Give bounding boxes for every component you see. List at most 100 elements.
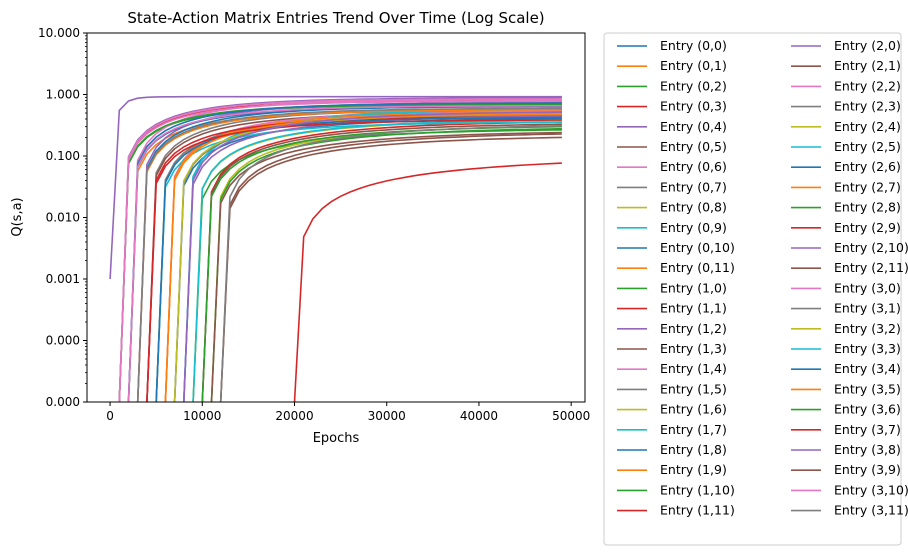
series-line	[146, 119, 562, 403]
legend-label: Entry (0,6)	[660, 159, 727, 174]
series-line	[164, 111, 562, 403]
y-axis-ticks: 0.000 0.000 0.001 0.010 0.100 1.000 10.000	[38, 26, 87, 409]
legend-label: Entry (3,6)	[834, 402, 901, 417]
legend-label: Entry (1,3)	[660, 341, 727, 356]
series-line	[183, 107, 562, 403]
y-axis-label: Q(s,a)	[10, 197, 25, 236]
x-axis-ticks: 0 10000 20000 30000 40000 50000	[106, 402, 590, 423]
legend-label: Entry (3,2)	[834, 321, 901, 336]
series-line	[183, 108, 562, 403]
series-line	[173, 113, 562, 403]
series-line	[127, 105, 562, 403]
series-line	[219, 125, 562, 403]
y-tick-label: 0.000	[46, 334, 80, 348]
legend-label: Entry (0,3)	[660, 99, 727, 114]
series-line	[219, 133, 562, 403]
series-line	[201, 123, 562, 403]
series-line	[118, 97, 562, 403]
series-line	[118, 100, 562, 403]
legend-label: Entry (2,4)	[834, 119, 901, 134]
legend-label: Entry (3,1)	[834, 301, 901, 316]
x-tick-label: 40000	[460, 409, 498, 423]
y-tick-label: 1.000	[46, 88, 80, 102]
series-line	[155, 114, 562, 403]
legend-label: Entry (2,5)	[834, 139, 901, 154]
x-tick-label: 50000	[552, 409, 590, 423]
legend-label: Entry (3,7)	[834, 422, 901, 437]
legend-label: Entry (1,1)	[660, 301, 727, 316]
series-line	[164, 109, 562, 403]
legend-label: Entry (3,10)	[834, 482, 908, 497]
y-tick-label: 0.000	[46, 395, 80, 409]
series-line	[136, 107, 562, 403]
legend-label: Entry (2,3)	[834, 99, 901, 114]
x-tick-label: 0	[106, 409, 114, 423]
series-line	[155, 115, 562, 403]
y-tick-label: 0.010	[46, 211, 80, 225]
legend-label: Entry (2,6)	[834, 159, 901, 174]
legend-label: Entry (2,2)	[834, 78, 901, 93]
x-tick-label: 30000	[368, 409, 406, 423]
legend-label: Entry (1,2)	[660, 321, 727, 336]
legend-label: Entry (0,1)	[660, 58, 727, 73]
legend-label: Entry (2,8)	[834, 200, 901, 215]
legend-label: Entry (3,11)	[834, 503, 908, 518]
series-line	[219, 136, 562, 403]
x-tick-label: 10000	[183, 409, 221, 423]
series-line	[127, 109, 562, 403]
x-tick-label: 20000	[275, 409, 313, 423]
series-line	[127, 102, 562, 403]
series-line	[164, 112, 562, 403]
legend-label: Entry (1,7)	[660, 422, 727, 437]
legend-label: Entry (0,7)	[660, 179, 727, 194]
legend-label: Entry (0,9)	[660, 220, 727, 235]
legend-label: Entry (0,5)	[660, 139, 727, 154]
y-tick-label: 10.000	[38, 26, 80, 40]
legend: Entry (0,0) Entry (0,1) Entry (0,2) Entry (…	[603, 32, 908, 546]
plot-lines	[109, 95, 562, 403]
legend-label: Entry (2,11)	[834, 260, 908, 275]
series-line	[201, 125, 562, 403]
legend-label: Entry (1,8)	[660, 442, 727, 457]
legend-label: Entry (3,4)	[834, 361, 901, 376]
legend-label: Entry (1,11)	[660, 503, 735, 518]
legend-label: Entry (2,9)	[834, 220, 901, 235]
legend-frame	[603, 32, 902, 546]
plot-frame	[86, 32, 586, 403]
series-line	[155, 116, 562, 403]
legend-label: Entry (1,0)	[660, 280, 727, 295]
legend-label: Entry (3,8)	[834, 442, 901, 457]
series-line	[136, 105, 562, 403]
legend-label: Entry (0,10)	[660, 240, 735, 255]
legend-label: Entry (3,9)	[834, 462, 901, 477]
series-line	[118, 98, 562, 403]
series-line	[192, 129, 562, 403]
series-line	[136, 109, 562, 403]
y-tick-label: 0.100	[46, 149, 80, 163]
legend-label: Entry (3,3)	[834, 341, 901, 356]
series-line	[183, 111, 562, 403]
legend-label: Entry (2,0)	[834, 38, 901, 53]
legend-label: Entry (1,10)	[660, 482, 735, 497]
series-line	[210, 127, 562, 403]
legend-label: Entry (1,4)	[660, 361, 727, 376]
legend-label: Entry (0,2)	[660, 78, 727, 93]
legend-label: Entry (3,5)	[834, 381, 901, 396]
legend-label: Entry (1,9)	[660, 462, 727, 477]
series-line	[293, 162, 562, 403]
legend-label: Entry (1,5)	[660, 381, 727, 396]
series-line	[183, 115, 562, 403]
legend-label: Entry (2,10)	[834, 240, 908, 255]
legend-label: Entry (2,7)	[834, 179, 901, 194]
series-line	[173, 114, 562, 403]
chart-title: State-Action Matrix Entries Trend Over T…	[127, 9, 544, 27]
legend-label: Entry (0,4)	[660, 119, 727, 134]
series-line	[210, 131, 562, 403]
legend-label: Entry (0,8)	[660, 200, 727, 215]
legend-label: Entry (0,0)	[660, 38, 727, 53]
y-tick-label: 0.001	[46, 272, 80, 286]
series-line	[173, 117, 562, 403]
x-axis-label: Epochs	[313, 431, 360, 446]
legend-label: Entry (0,11)	[660, 260, 735, 275]
